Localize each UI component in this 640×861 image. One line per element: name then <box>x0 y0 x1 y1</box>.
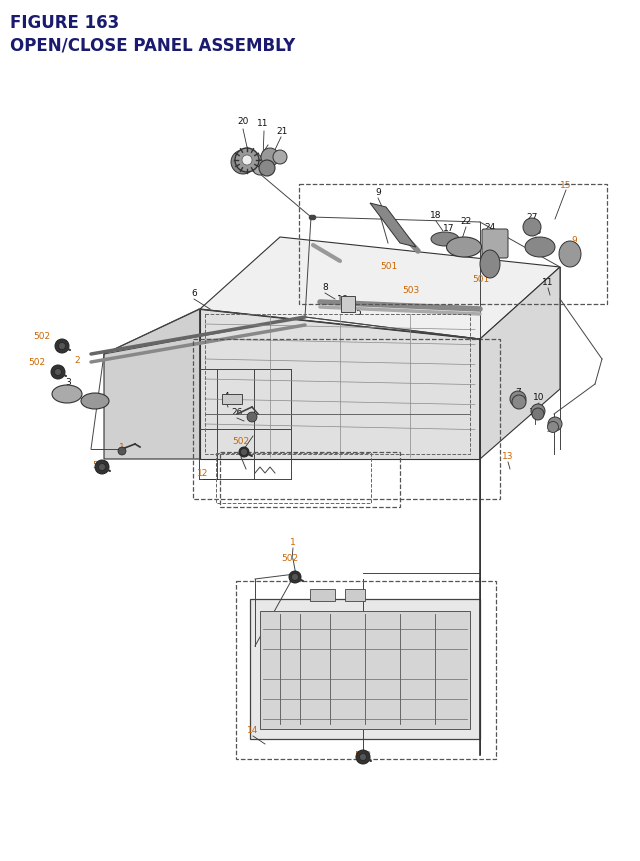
Text: 26: 26 <box>231 408 243 417</box>
Text: 502: 502 <box>33 332 51 341</box>
Text: 24: 24 <box>484 223 495 232</box>
FancyBboxPatch shape <box>341 297 355 313</box>
Text: 502: 502 <box>355 751 372 759</box>
Circle shape <box>241 449 248 456</box>
Bar <box>260 611 470 729</box>
Text: 502: 502 <box>28 358 45 367</box>
Text: 503: 503 <box>403 286 420 295</box>
Ellipse shape <box>52 386 82 404</box>
Polygon shape <box>480 268 560 460</box>
Circle shape <box>548 418 562 431</box>
Circle shape <box>99 464 106 471</box>
Text: 11: 11 <box>547 425 557 434</box>
Text: OPEN/CLOSE PANEL ASSEMBLY: OPEN/CLOSE PANEL ASSEMBLY <box>10 36 295 54</box>
Text: 27: 27 <box>526 214 538 222</box>
Text: 11: 11 <box>257 120 269 128</box>
Text: 15: 15 <box>560 180 572 189</box>
Bar <box>250 599 480 739</box>
FancyBboxPatch shape <box>222 394 242 405</box>
Text: 1: 1 <box>290 538 296 547</box>
Text: 14: 14 <box>247 726 259 734</box>
Text: 8: 8 <box>322 283 328 292</box>
Ellipse shape <box>532 408 544 420</box>
Ellipse shape <box>447 238 481 257</box>
Text: 25: 25 <box>483 253 493 263</box>
Bar <box>205 314 470 414</box>
Polygon shape <box>370 204 416 248</box>
Ellipse shape <box>512 395 526 410</box>
Text: 9: 9 <box>571 236 577 245</box>
Circle shape <box>247 412 257 423</box>
Circle shape <box>58 343 65 350</box>
Circle shape <box>239 448 249 457</box>
Ellipse shape <box>431 232 459 247</box>
Circle shape <box>291 573 298 581</box>
Text: 16: 16 <box>337 295 349 304</box>
Text: 22: 22 <box>460 217 472 226</box>
Text: 20: 20 <box>237 117 249 127</box>
Text: 4: 4 <box>223 392 229 401</box>
Ellipse shape <box>559 242 581 268</box>
Bar <box>236 581 496 759</box>
Text: 7: 7 <box>515 388 521 397</box>
Ellipse shape <box>547 422 559 433</box>
Circle shape <box>259 161 275 177</box>
Text: 9: 9 <box>375 189 381 197</box>
Bar <box>193 339 500 499</box>
Text: 18: 18 <box>430 211 442 220</box>
Polygon shape <box>200 238 560 339</box>
Text: 5: 5 <box>355 308 361 317</box>
Text: 1: 1 <box>119 443 125 452</box>
Circle shape <box>510 392 526 407</box>
Circle shape <box>360 753 367 760</box>
Circle shape <box>273 151 287 164</box>
Ellipse shape <box>523 219 541 237</box>
Circle shape <box>261 149 279 167</box>
Bar <box>345 589 365 601</box>
Circle shape <box>252 160 268 176</box>
Text: 501: 501 <box>472 276 490 284</box>
Circle shape <box>95 461 109 474</box>
Text: 502: 502 <box>92 461 109 470</box>
Polygon shape <box>104 310 200 460</box>
Bar <box>220 453 400 507</box>
FancyBboxPatch shape <box>482 230 508 258</box>
Text: 17: 17 <box>444 224 455 233</box>
Circle shape <box>231 151 255 175</box>
Circle shape <box>51 366 65 380</box>
Ellipse shape <box>81 393 109 410</box>
Text: 2: 2 <box>74 391 80 400</box>
Text: 10: 10 <box>533 393 545 402</box>
Circle shape <box>54 369 61 376</box>
Text: FIGURE 163: FIGURE 163 <box>10 14 119 32</box>
Text: 2: 2 <box>74 356 80 365</box>
Text: 502: 502 <box>282 554 299 563</box>
Text: 3: 3 <box>65 378 71 387</box>
Circle shape <box>55 339 69 354</box>
Bar <box>216 454 371 504</box>
Text: 502: 502 <box>232 437 250 446</box>
Circle shape <box>531 405 545 418</box>
Ellipse shape <box>525 238 555 257</box>
Bar <box>310 589 335 601</box>
Circle shape <box>235 149 259 173</box>
Circle shape <box>356 750 370 764</box>
Ellipse shape <box>480 251 500 279</box>
Text: 11: 11 <box>542 278 554 288</box>
Bar <box>205 414 470 455</box>
Bar <box>299 185 607 305</box>
Text: 21: 21 <box>276 127 288 135</box>
Text: 12: 12 <box>197 469 209 478</box>
Text: 501: 501 <box>380 263 397 271</box>
Text: 13: 13 <box>502 452 514 461</box>
Polygon shape <box>200 310 480 460</box>
Text: 19: 19 <box>529 408 541 417</box>
Text: 6: 6 <box>191 289 197 298</box>
Circle shape <box>289 572 301 583</box>
Circle shape <box>118 448 126 455</box>
Text: 23: 23 <box>531 227 541 236</box>
Circle shape <box>242 156 252 166</box>
